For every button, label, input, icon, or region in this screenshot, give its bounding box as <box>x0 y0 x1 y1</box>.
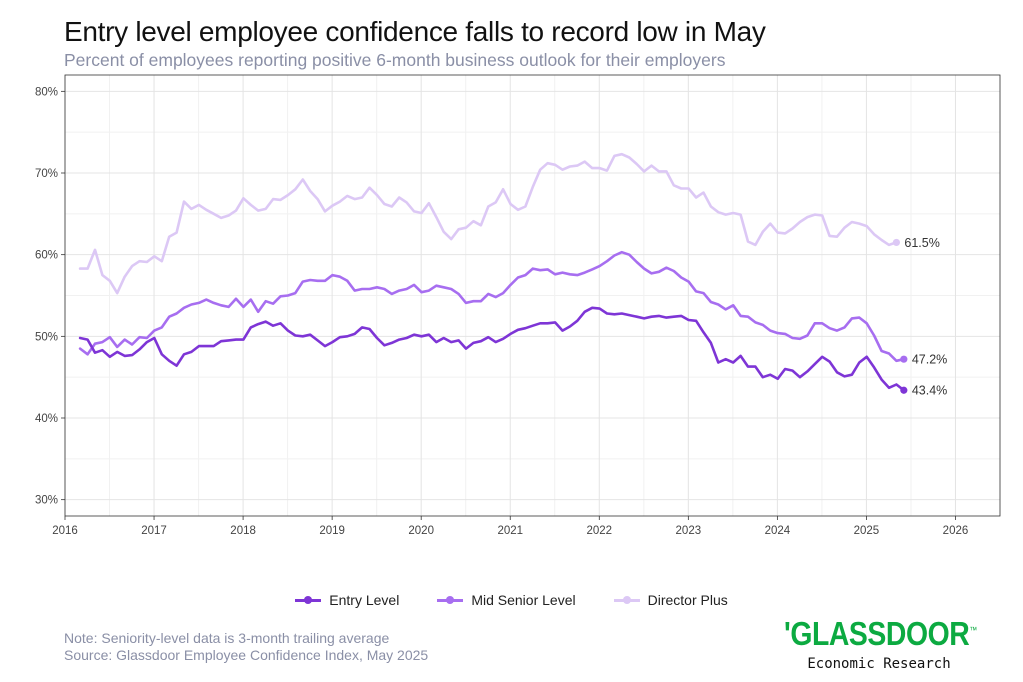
line-chart: 2016 2017 2018 2019 2020 2021 2022 2023 2024 2025… <box>35 74 1001 537</box>
series-end-label-entry-level: 43.4% <box>912 384 947 398</box>
series-line-entry-level <box>78 306 906 392</box>
x-tick-label: 2023 <box>676 525 702 537</box>
series-end-point-mid-senior-level <box>900 355 908 363</box>
source-text: Source: Glassdoor Employee Confidence In… <box>64 647 429 663</box>
chart-title: Entry level employee confidence falls to… <box>64 16 766 47</box>
x-tick-label: 2022 <box>586 525 612 537</box>
glassdoor-logo: 'GLASSDOOR™ <box>784 612 977 652</box>
chart-legend: Entry Level Mid Senior Level Director Pl… <box>0 592 1023 608</box>
x-tick-label: 2019 <box>319 525 345 537</box>
legend-item-mid-senior-level: Mid Senior Level <box>437 592 576 608</box>
y-tick-label: 60% <box>35 250 58 262</box>
note-text: Note: Seniority-level data is 3-month tr… <box>64 630 390 646</box>
brand-tagline: Economic Research <box>807 656 951 672</box>
series-end-label-director-plus: 61.5% <box>904 236 939 250</box>
legend-swatch-entry-level <box>295 596 322 604</box>
brand-block: 'GLASSDOOR™ Economic Research <box>784 612 977 673</box>
series-end-point-director-plus <box>892 238 901 247</box>
y-tick-label: 40% <box>35 413 58 425</box>
legend-swatch-director-plus <box>613 596 640 604</box>
series-end-label-mid-senior-level: 47.2% <box>912 353 947 367</box>
y-tick-label: 70% <box>35 168 58 180</box>
legend-label-mid-senior-level: Mid Senior Level <box>471 592 576 608</box>
legend-item-director-plus: Director Plus <box>613 592 728 608</box>
series-end-point-entry-level <box>900 386 908 394</box>
x-tick-label: 2025 <box>854 525 880 537</box>
logo-trademark: ™ <box>969 625 977 635</box>
y-tick-label: 30% <box>35 495 58 507</box>
series-line-mid-senior-level <box>78 250 906 363</box>
legend-swatch-mid-senior-level <box>437 596 464 604</box>
x-tick-label: 2021 <box>497 525 523 537</box>
legend-label-director-plus: Director Plus <box>647 592 728 608</box>
chart-subtitle: Percent of employees reporting positive … <box>64 50 726 70</box>
legend-item-entry-level: Entry Level <box>295 592 399 608</box>
plot-border <box>64 74 1001 517</box>
legend-label-entry-level: Entry Level <box>329 592 400 608</box>
chart-notes: Note: Seniority-level data is 3-month tr… <box>64 630 428 664</box>
y-tick-label: 50% <box>35 331 58 343</box>
x-tick-label: 2016 <box>52 525 78 537</box>
x-tick-label: 2017 <box>141 525 167 537</box>
x-tick-label: 2024 <box>765 525 791 537</box>
series-line-director-plus <box>78 152 898 295</box>
logo-wordmark: 'GLASSDOOR <box>784 615 970 652</box>
x-tick-label: 2018 <box>230 525 256 537</box>
x-tick-label: 2020 <box>408 525 434 537</box>
x-tick-label: 2026 <box>943 525 969 537</box>
y-tick-label: 80% <box>35 86 58 98</box>
